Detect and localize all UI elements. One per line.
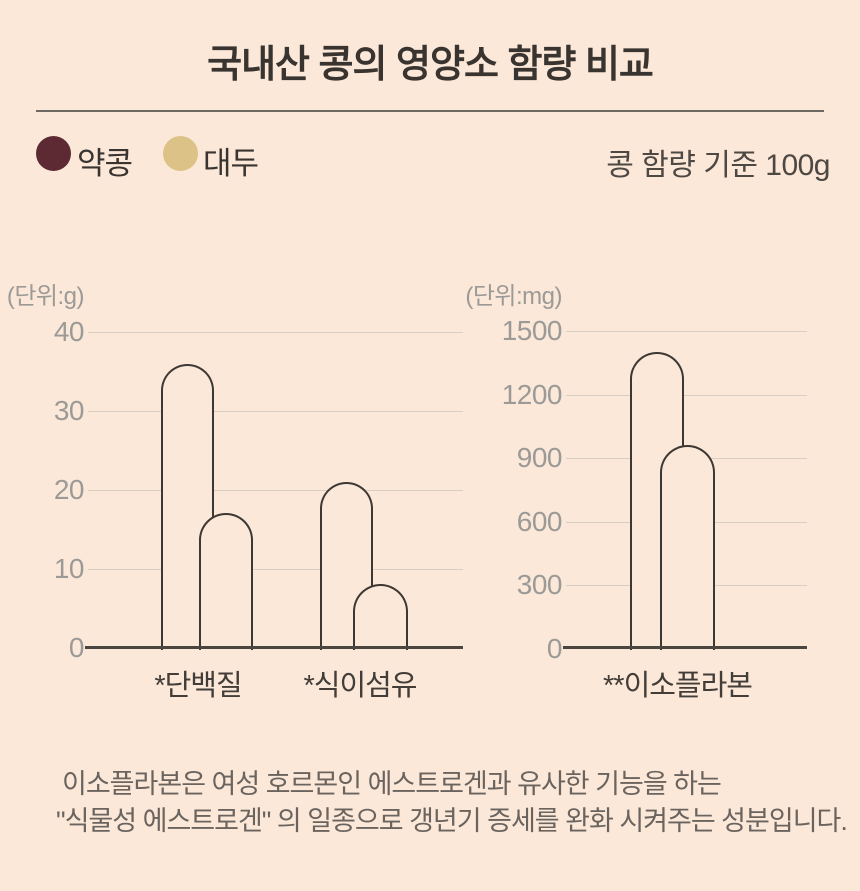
page-title: 국내산 콩의 영양소 함량 비교: [207, 44, 654, 86]
legend-label-daedu: 대두: [203, 146, 259, 181]
legend-label-yakong: 약콩: [77, 146, 133, 181]
right-ytick-300: 300: [516, 569, 563, 600]
footnote-line-2: "식물성 에스트로겐" 의 일종으로 갱년기 증세를 완화 시켜주는 성분입니다…: [56, 806, 848, 836]
footnote-line-1: 이소플라본은 여성 호르몬인 에스트로겐과 유사한 기능을 하는: [62, 769, 722, 799]
left-gridline-30: [88, 411, 463, 412]
bar-daedu-isoflavone: [660, 444, 715, 650]
header-divider: [36, 110, 824, 112]
left-ytick-40: 40: [53, 316, 85, 347]
right-category-isoflavone: **이소플라본: [603, 670, 753, 702]
left-ytick-10: 10: [53, 553, 85, 584]
legend-dot-daedu: [163, 136, 198, 171]
left-category-fiber: *식이섬유: [303, 670, 417, 702]
left-ytick-0: 0: [68, 632, 85, 663]
bar-daedu-protein: [199, 513, 253, 650]
right-x-axis: [563, 646, 807, 649]
right-ytick-1500: 1500: [501, 315, 563, 346]
right-ytick-1200: 1200: [501, 379, 563, 410]
right-ytick-0: 0: [546, 633, 563, 664]
left-gridline-20: [88, 490, 463, 491]
right-gridline-1200: [566, 395, 807, 396]
bar-yakong-protein: [161, 363, 214, 650]
bar-daedu-fiber: [353, 584, 408, 650]
right-chart-unit-label: (단위:mg): [465, 283, 562, 310]
legend-dot-yakong: [36, 136, 71, 171]
left-gridline-40: [88, 332, 463, 333]
right-ytick-900: 900: [516, 442, 563, 473]
right-gridline-1500: [566, 331, 807, 332]
left-ytick-20: 20: [53, 474, 85, 505]
left-chart-unit-label: (단위:g): [6, 283, 85, 310]
left-category-protein: *단백질: [154, 670, 242, 702]
basis-caption: 콩 함량 기준 100g: [606, 149, 830, 182]
right-ytick-600: 600: [516, 506, 563, 537]
left-ytick-30: 30: [53, 395, 85, 426]
left-x-axis: [85, 646, 463, 649]
left-gridline-10: [88, 569, 463, 570]
